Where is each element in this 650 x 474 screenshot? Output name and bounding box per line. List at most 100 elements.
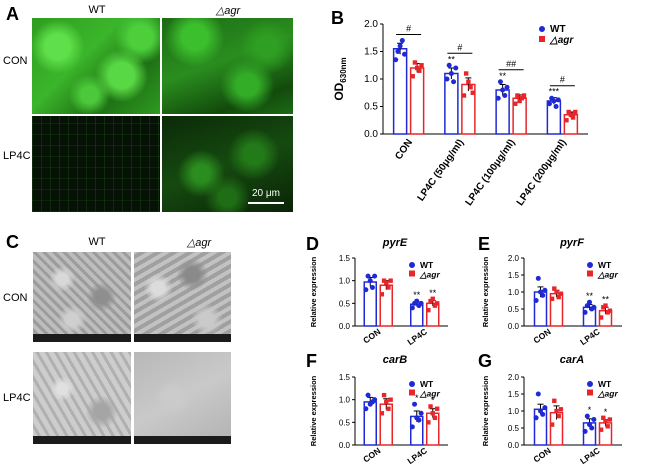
significance-marker-wt: ** <box>413 290 421 300</box>
chart-title: pyrF <box>559 237 584 249</box>
data-point-agr <box>607 417 613 422</box>
legend-label-wt: WT <box>420 379 434 389</box>
panel-letter-f: F <box>306 351 317 371</box>
data-point-agr <box>549 296 555 301</box>
significance-marker-between: # <box>457 42 462 52</box>
chart-title: carB <box>383 354 408 366</box>
fluorescence-image-wt-lp4c <box>32 116 160 212</box>
data-point-wt <box>365 273 371 279</box>
data-point-agr <box>388 278 393 283</box>
data-point-wt <box>363 287 369 293</box>
data-point-agr <box>379 292 385 297</box>
significance-marker-between: ## <box>506 59 516 69</box>
sem-image-agr-con <box>134 252 231 342</box>
scale-bar-label: 20 μm <box>252 188 280 199</box>
data-point-wt <box>533 298 539 303</box>
panel-a-col-agr: △agr <box>215 5 241 17</box>
panel-a-col-wt: WT <box>88 4 106 16</box>
data-point-wt <box>369 284 375 290</box>
legend-label-wt: WT <box>598 379 612 389</box>
data-point-agr <box>570 115 576 120</box>
significance-marker-wt: ** <box>448 54 456 64</box>
y-tick-label: 1.0 <box>508 288 520 297</box>
y-tick-label: 1.5 <box>508 390 520 399</box>
data-point-agr <box>607 308 613 313</box>
x-tick-label: LP4C (200μg/ml) <box>515 137 569 207</box>
x-tick-label: LP4C <box>578 445 602 466</box>
data-point-wt <box>540 292 546 298</box>
data-point-agr <box>513 101 518 106</box>
x-tick-label: LP4C <box>405 326 429 347</box>
panel-a-row-lp4c: LP4C <box>3 150 31 162</box>
data-point-wt <box>409 305 415 311</box>
data-point-agr <box>558 407 564 412</box>
data-point-wt <box>546 101 552 107</box>
data-point-wt <box>587 299 592 305</box>
y-tick-label: 2.0 <box>508 254 520 263</box>
significance-marker-wt: ** <box>499 71 507 81</box>
data-point-wt <box>365 392 371 398</box>
data-point-wt <box>551 98 557 104</box>
data-point-agr <box>428 404 433 409</box>
panel-letter-g: G <box>478 351 492 371</box>
data-point-agr <box>466 79 471 84</box>
data-point-agr <box>558 291 564 296</box>
data-point-agr <box>386 406 391 411</box>
data-point-wt <box>444 76 450 82</box>
data-point-agr <box>434 301 440 306</box>
legend-label-wt: WT <box>598 260 612 270</box>
data-point-agr <box>601 415 606 420</box>
data-point-agr <box>412 60 418 65</box>
data-point-agr <box>384 280 389 286</box>
data-point-wt <box>582 428 588 434</box>
y-tick-label: 0.0 <box>508 441 520 450</box>
data-point-wt <box>502 93 508 98</box>
significance-marker-between: # <box>560 75 565 85</box>
significance-marker-agr: ** <box>429 288 437 298</box>
data-point-wt <box>393 57 399 63</box>
data-point-agr <box>603 419 608 424</box>
legend-marker-agr <box>409 270 415 277</box>
data-point-agr <box>419 63 424 68</box>
legend-marker-wt <box>409 381 415 387</box>
legend-marker-wt <box>539 26 545 32</box>
x-tick-label: CON <box>393 137 415 162</box>
panel-letter-e: E <box>478 234 490 254</box>
x-tick-label: CON <box>531 326 552 345</box>
legend-marker-agr <box>539 36 545 42</box>
data-point-agr <box>573 109 578 115</box>
panel-letter-b: B <box>331 8 344 28</box>
bar-agr-0 <box>379 284 393 327</box>
sem-image-wt-lp4c <box>33 352 131 444</box>
legend-marker-wt <box>587 262 593 268</box>
significance-marker-wt: * <box>415 393 419 403</box>
fluorescence-image-agr-con <box>162 18 293 114</box>
data-point-agr <box>568 112 574 117</box>
x-tick-label: CON <box>361 445 382 464</box>
data-point-wt <box>535 391 541 397</box>
chart-title: carA <box>560 354 585 366</box>
data-point-agr <box>463 71 469 76</box>
legend-label-agr: △agr <box>419 389 440 399</box>
data-point-wt <box>542 405 548 411</box>
data-point-wt <box>412 401 418 407</box>
significance-marker-agr: * <box>604 407 608 417</box>
x-tick-label: CON <box>361 326 382 345</box>
data-point-agr <box>552 398 557 403</box>
data-point-agr <box>432 303 438 308</box>
data-point-wt <box>497 79 503 85</box>
panel-letter-d: D <box>306 234 319 254</box>
significance-marker-agr: ** <box>602 295 610 305</box>
significance-marker-between: # <box>406 24 411 34</box>
data-point-wt <box>402 51 408 57</box>
y-tick-label: 1.0 <box>508 407 520 416</box>
data-point-wt <box>584 413 590 419</box>
panel-letter-a: A <box>6 4 19 24</box>
data-point-agr <box>556 294 561 300</box>
data-point-wt <box>555 97 561 103</box>
data-point-agr <box>430 296 435 301</box>
significance-marker-wt: *** <box>549 87 560 97</box>
panel-letter-c: C <box>6 232 19 252</box>
